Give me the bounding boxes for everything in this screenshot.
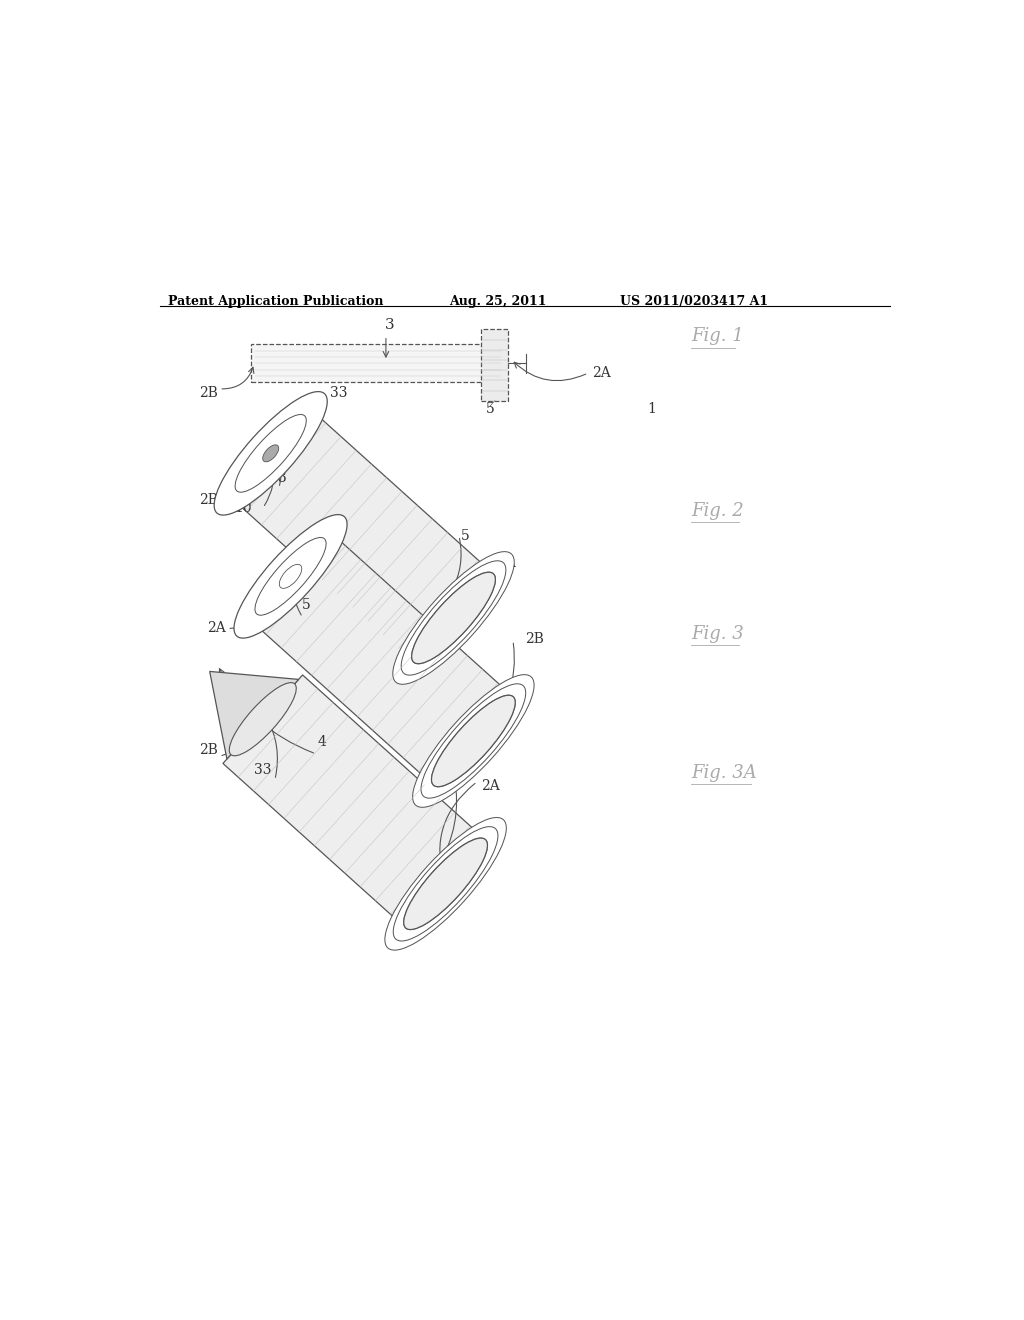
Text: 2B: 2B <box>200 743 218 756</box>
Text: 10: 10 <box>234 500 252 515</box>
Ellipse shape <box>263 445 279 462</box>
Ellipse shape <box>401 561 506 675</box>
Bar <box>481 329 508 401</box>
Ellipse shape <box>234 515 347 638</box>
Polygon shape <box>223 675 485 928</box>
Text: 5: 5 <box>461 528 470 543</box>
Text: 5: 5 <box>485 401 495 416</box>
Ellipse shape <box>403 838 487 929</box>
Text: Fig. 2: Fig. 2 <box>691 502 744 520</box>
Text: 3: 3 <box>279 471 287 484</box>
Text: 2B: 2B <box>200 492 218 507</box>
Polygon shape <box>230 409 494 663</box>
Text: 33: 33 <box>243 471 260 484</box>
Text: 2B: 2B <box>524 632 544 645</box>
Text: Patent Application Publication: Patent Application Publication <box>168 296 383 308</box>
Ellipse shape <box>403 838 487 929</box>
Text: 2B: 2B <box>200 385 218 400</box>
Text: 2A: 2A <box>497 557 516 570</box>
Text: 5: 5 <box>453 755 462 768</box>
Text: 5: 5 <box>302 598 311 612</box>
Text: 33: 33 <box>254 763 271 776</box>
Ellipse shape <box>385 817 506 950</box>
Text: 2A: 2A <box>592 366 611 380</box>
Text: Fig. 1: Fig. 1 <box>691 327 744 346</box>
Ellipse shape <box>412 572 496 664</box>
Text: 1: 1 <box>647 401 656 416</box>
Text: 3: 3 <box>385 318 394 333</box>
Ellipse shape <box>229 682 296 756</box>
Ellipse shape <box>393 826 498 941</box>
Ellipse shape <box>431 696 515 787</box>
Text: Aug. 25, 2011: Aug. 25, 2011 <box>450 296 547 308</box>
Text: 2A: 2A <box>481 779 500 792</box>
Ellipse shape <box>412 572 496 664</box>
Text: 4: 4 <box>318 735 327 748</box>
Text: US 2011/0203417 A1: US 2011/0203417 A1 <box>620 296 768 308</box>
Ellipse shape <box>255 537 326 615</box>
Text: 2A: 2A <box>207 622 226 635</box>
Bar <box>251 345 505 383</box>
Polygon shape <box>251 532 513 785</box>
Ellipse shape <box>280 565 302 589</box>
Ellipse shape <box>214 392 328 515</box>
Ellipse shape <box>431 696 515 787</box>
Text: Fig. 3: Fig. 3 <box>691 624 744 643</box>
Text: 33: 33 <box>330 385 347 400</box>
Ellipse shape <box>421 684 525 799</box>
Polygon shape <box>210 672 299 759</box>
Ellipse shape <box>413 675 535 808</box>
Ellipse shape <box>393 552 514 684</box>
Text: Fig. 3A: Fig. 3A <box>691 764 757 781</box>
Ellipse shape <box>236 414 306 492</box>
